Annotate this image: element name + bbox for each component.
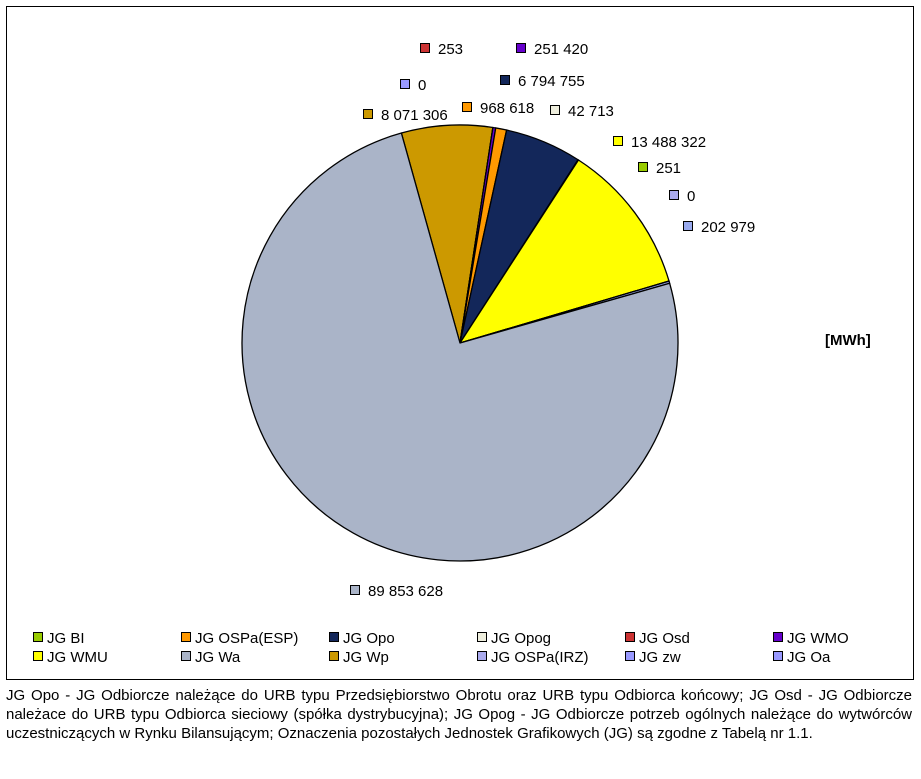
- legend-swatch: [625, 632, 635, 642]
- legend-label: JG Opo: [343, 630, 395, 647]
- data-label: 0: [400, 77, 426, 95]
- legend-label: JG WMO: [787, 630, 849, 647]
- legend-item: JG WMU: [33, 649, 108, 667]
- legend-item: JG OSPa(IRZ): [477, 649, 589, 667]
- data-label: 251 420: [516, 41, 588, 59]
- legend-item: JG Wp: [329, 649, 389, 667]
- label-swatch: [613, 136, 623, 146]
- data-label: 6 794 755: [500, 73, 585, 91]
- pie-slice: [459, 159, 670, 344]
- chart-frame: 8 071 306 0 253 251 420 968 618 6 794 755 42 7…: [6, 6, 914, 680]
- data-label: 202 979: [683, 219, 755, 237]
- label-swatch: [500, 75, 510, 85]
- data-label: 42 713: [550, 103, 614, 121]
- label-value: 89 853 628: [368, 583, 444, 600]
- legend-item: JG WMO: [773, 630, 849, 648]
- legend-label: JG OSPa(IRZ): [491, 649, 589, 666]
- legend-label: JG zw: [639, 649, 681, 666]
- label-swatch: [550, 105, 560, 115]
- label-value: 202 979: [701, 219, 756, 236]
- legend-label: JG Opog: [491, 630, 552, 647]
- label-swatch: [462, 102, 472, 112]
- data-label: 968 618: [462, 100, 534, 118]
- data-label: 0: [669, 188, 695, 206]
- legend-item: JG Wa: [181, 649, 240, 667]
- legend-swatch: [477, 651, 487, 661]
- legend-label: JG Wa: [195, 649, 241, 666]
- label-value: 253: [438, 41, 464, 58]
- legend-label: JG Osd: [639, 630, 690, 647]
- legend-swatch: [181, 632, 191, 642]
- data-label: 89 853 628: [350, 583, 443, 601]
- label-swatch: [683, 221, 693, 231]
- caption: JG Opo - JG Odbiorcze należące do URB ty…: [6, 687, 912, 742]
- label-swatch: [516, 43, 526, 53]
- data-label: 251: [638, 160, 681, 178]
- legend-swatch: [329, 632, 339, 642]
- label-value: 968 618: [480, 100, 535, 117]
- legend-item: JG Osd: [625, 630, 690, 648]
- label-value: 0: [418, 77, 427, 94]
- label-value: 42 713: [568, 103, 614, 120]
- legend-item: JG Oa: [773, 649, 830, 667]
- legend-item: JG OSPa(ESP): [181, 630, 298, 648]
- legend-label: JG BI: [47, 630, 85, 647]
- legend-item: JG Opog: [477, 630, 551, 648]
- label-swatch: [669, 190, 679, 200]
- legend-label: JG Wp: [343, 649, 389, 666]
- legend-swatch: [773, 651, 783, 661]
- legend-item: JG zw: [625, 649, 681, 667]
- legend-swatch: [181, 651, 191, 661]
- label-value: 251 420: [534, 41, 589, 58]
- legend-swatch: [33, 651, 43, 661]
- label-swatch: [420, 43, 430, 53]
- legend-item: JG Opo: [329, 630, 395, 648]
- legend-swatch: [773, 632, 783, 642]
- legend-label: JG WMU: [47, 649, 108, 666]
- pie-slice: [241, 132, 679, 562]
- label-swatch: [350, 585, 360, 595]
- unit-label: [MWh]: [825, 332, 871, 349]
- legend-item: JG BI: [33, 630, 85, 648]
- label-value: 251: [656, 160, 682, 177]
- label-swatch: [363, 109, 373, 119]
- legend-label: JG Oa: [787, 649, 831, 666]
- data-label: 253: [420, 41, 463, 59]
- legend-label: JG OSPa(ESP): [195, 630, 299, 647]
- label-value: 6 794 755: [518, 73, 585, 90]
- label-value: 8 071 306: [381, 107, 448, 124]
- data-label: 8 071 306: [363, 107, 448, 125]
- legend-swatch: [329, 651, 339, 661]
- legend-swatch: [625, 651, 635, 661]
- label-value: 13 488 322: [631, 134, 707, 151]
- legend-swatch: [33, 632, 43, 642]
- data-label: 13 488 322: [613, 134, 706, 152]
- label-swatch: [638, 162, 648, 172]
- label-value: 0: [687, 188, 696, 205]
- label-swatch: [400, 79, 410, 89]
- legend-swatch: [477, 632, 487, 642]
- pie-chart: [241, 124, 679, 562]
